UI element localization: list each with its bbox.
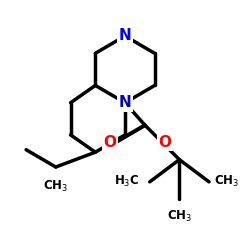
Text: N: N bbox=[119, 28, 132, 44]
Text: CH$_3$: CH$_3$ bbox=[167, 209, 192, 224]
Text: O: O bbox=[158, 135, 171, 150]
Text: CH$_3$: CH$_3$ bbox=[214, 174, 239, 190]
Text: N: N bbox=[119, 95, 132, 110]
Text: CH$_3$: CH$_3$ bbox=[43, 180, 68, 194]
Text: H$_3$C: H$_3$C bbox=[114, 174, 140, 190]
Text: O: O bbox=[104, 135, 117, 150]
